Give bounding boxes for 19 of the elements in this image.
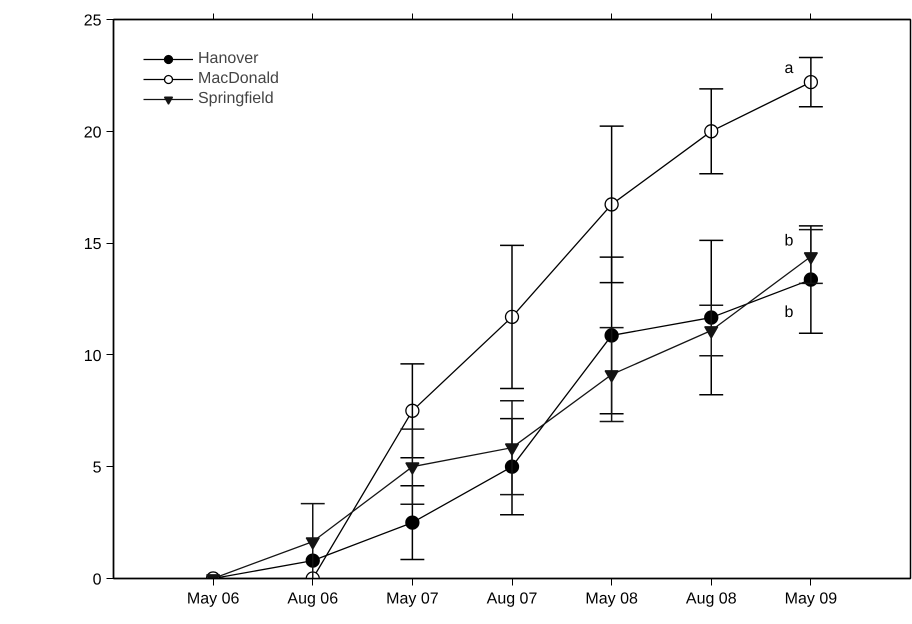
x-tick-label: May 08 (585, 590, 638, 608)
legend-label: Springfield (198, 90, 274, 108)
annotation: b (784, 304, 794, 321)
y-tick-label: 10 (84, 348, 102, 365)
x-tick-label: Aug 08 (686, 590, 737, 608)
y-tick-label: 0 (92, 572, 102, 588)
annotation: a (784, 60, 794, 78)
y-tick-label: 20 (84, 124, 102, 142)
y-tick-label: 15 (84, 236, 102, 254)
legend-label: MacDonald (198, 70, 279, 88)
x-tick-label: May 09 (784, 590, 838, 608)
y-tick-label: 5 (92, 460, 102, 477)
legend-label: Hanover (198, 50, 258, 68)
y-tick-label: 25 (84, 12, 102, 30)
annotation: b (784, 232, 794, 250)
x-tick-label: May 06 (186, 590, 240, 608)
x-tick-label: May 07 (386, 590, 439, 608)
x-tick-label: Aug 07 (486, 590, 538, 608)
x-tick-label: Aug 06 (287, 590, 338, 608)
